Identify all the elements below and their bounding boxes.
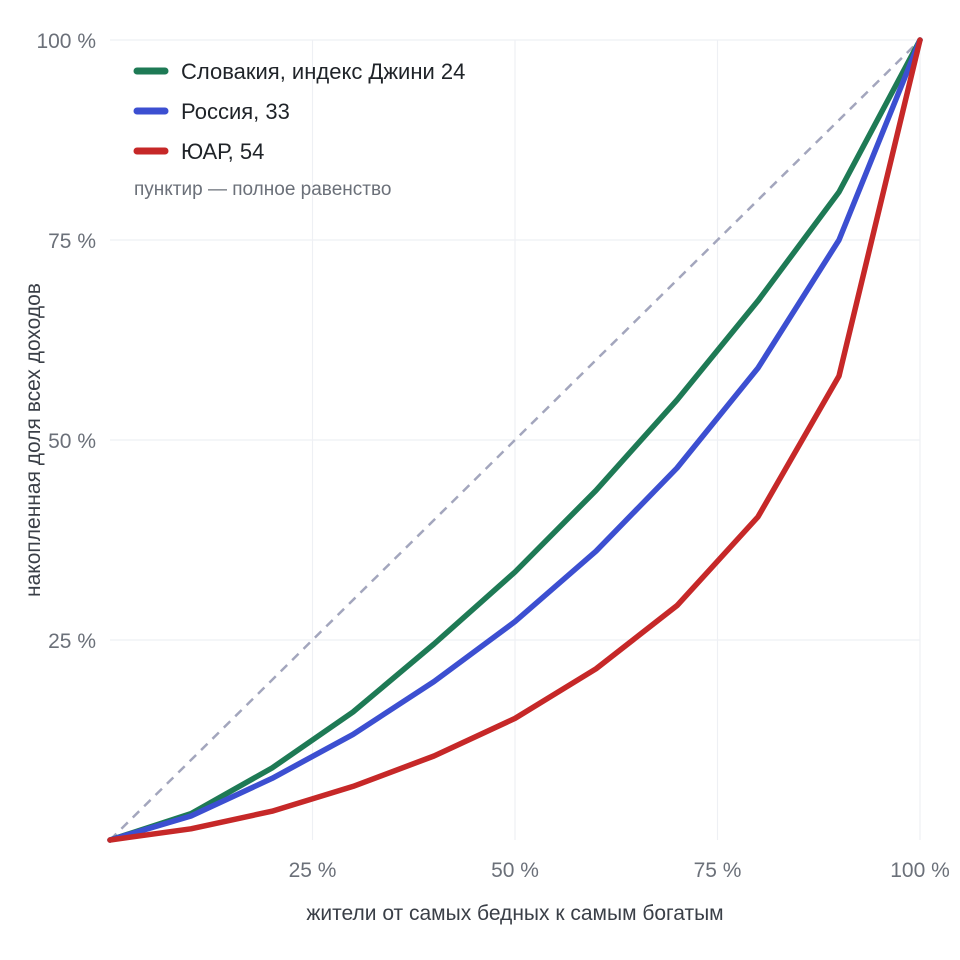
x-tick-label: 50 % <box>491 859 539 882</box>
y-tick-label: 25 % <box>48 630 96 653</box>
equality-line <box>109 39 921 841</box>
x-tick-label: 75 % <box>694 859 742 882</box>
series-lines <box>107 37 923 843</box>
x-tick-label: 100 % <box>890 859 950 882</box>
equality-note: пунктир — полное равенство <box>134 179 391 200</box>
y-tick-label: 75 % <box>48 230 96 253</box>
series-line-3 <box>107 37 923 843</box>
series-line-1 <box>107 37 923 843</box>
series-line-2 <box>107 37 923 843</box>
grid <box>110 39 921 840</box>
y-tick-label: 100 % <box>36 30 96 53</box>
legend-label: ЮАР, 54 <box>181 139 264 164</box>
tick-labels: 25 % 25 % 50 % 50 % 75 % 75 % 100 % 100 % <box>36 30 949 882</box>
legend: Словакия, индекс Джини 24 Россия, 33 ЮАР, … <box>133 59 465 164</box>
x-axis-title: жители от самых бедных к самым богатым <box>306 902 723 925</box>
x-tick-label: 25 % <box>289 859 337 882</box>
legend-label: Россия, 33 <box>181 99 290 124</box>
legend-label: Словакия, индекс Джини 24 <box>181 59 465 84</box>
y-tick-label: 50 % <box>48 430 96 453</box>
y-axis-title: накопленная доля всех доходов <box>22 283 45 597</box>
